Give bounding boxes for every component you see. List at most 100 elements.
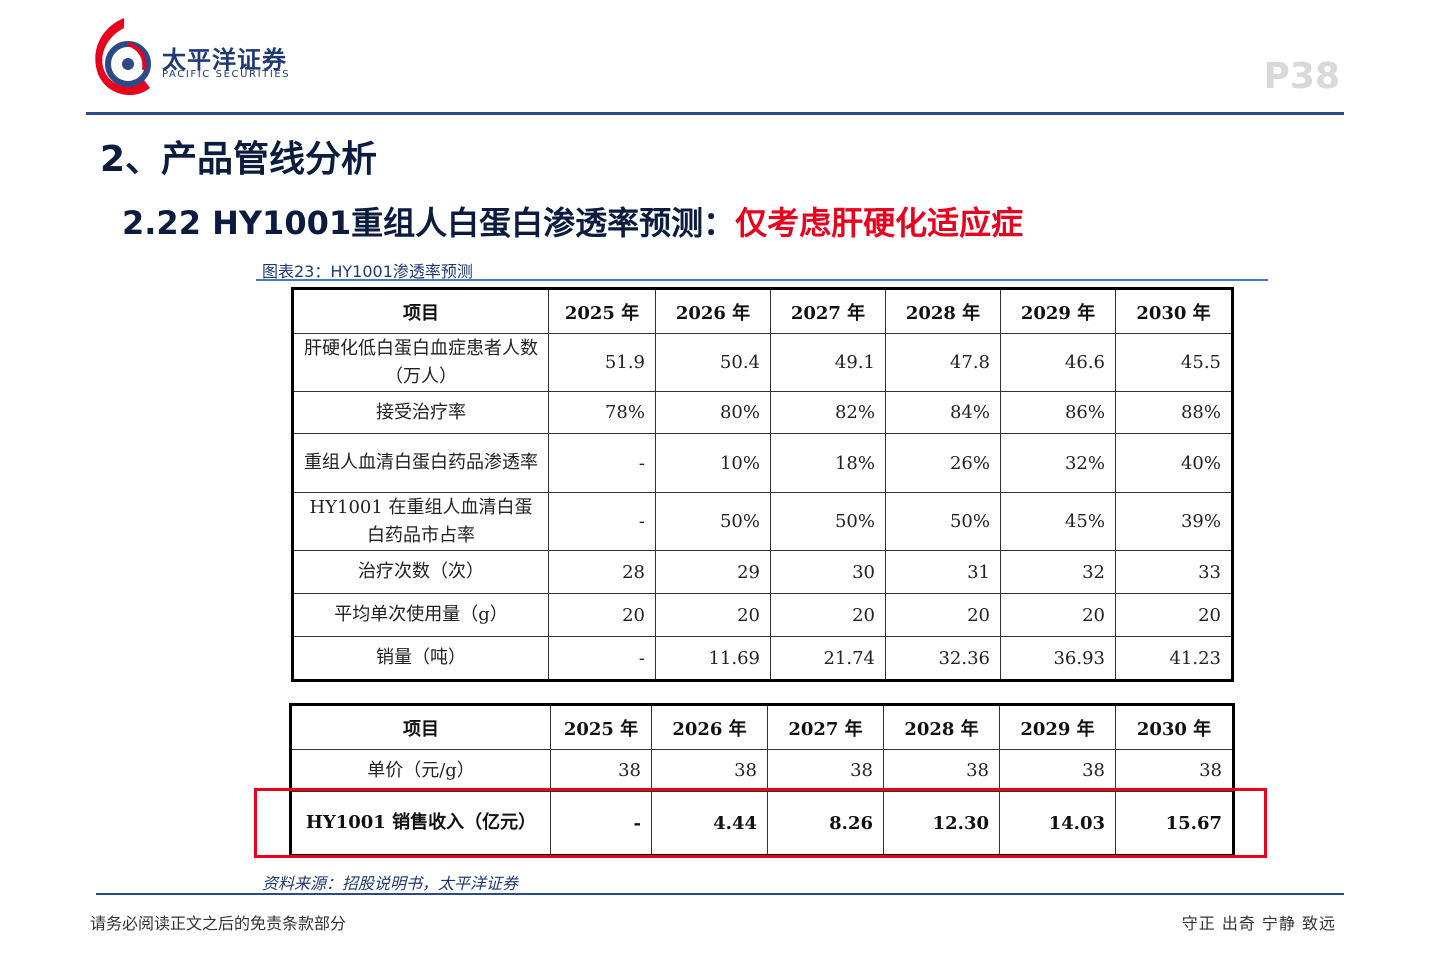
value-cell: 21.74 (770, 636, 886, 681)
table-row: 销量（吨） - 11.69 21.74 32.36 36.93 41.23 (292, 636, 1233, 681)
table-row: HY1001 销售收入（亿元） - 4.44 8.26 12.30 14.03 … (290, 791, 1234, 856)
value-cell: 40% (1115, 433, 1233, 493)
section-title: 2、产品管线分析 (100, 139, 378, 180)
subtitle: 2.22 HY1001重组人白蛋白渗透率预测：仅考虑肝硬化适应症 (122, 198, 1023, 244)
pacific-securities-logo-icon (95, 18, 151, 96)
value-cell: 38 (1115, 749, 1234, 792)
value-cell: 82% (770, 391, 886, 434)
row-label: 接受治疗率 (292, 391, 549, 434)
value-cell: - (548, 433, 656, 493)
value-cell: 80% (655, 391, 771, 434)
subtitle-highlight: 仅考虑肝硬化适应症 (735, 204, 1024, 242)
value-cell: 50% (655, 492, 771, 551)
table-row: 重组人血清白蛋白药品渗透率 - 10% 18% 26% 32% 40% (292, 433, 1233, 493)
value-cell: - (548, 492, 656, 551)
value-cell: 30 (770, 550, 886, 594)
footer-divider (96, 893, 1344, 895)
value-cell: 10% (655, 433, 771, 493)
value-cell: 18% (770, 433, 886, 493)
header-divider (86, 112, 1344, 115)
row-label: 治疗次数（次） (292, 550, 549, 594)
value-cell: 86% (1000, 391, 1116, 434)
brand-name-cn: 太平洋证券 (162, 46, 287, 74)
value-cell: 12.30 (883, 791, 1000, 856)
table-row: 单价（元/g） 38 38 38 38 38 38 (290, 749, 1234, 792)
value-cell: 46.6 (1000, 333, 1116, 392)
header-cell: 2029 年 (1000, 288, 1116, 334)
row-label: HY1001 销售收入（亿元） (290, 791, 551, 856)
row-label: 平均单次使用量（g） (292, 593, 549, 637)
header-cell: 2030 年 (1115, 704, 1234, 750)
brand-name-en: PACIFIC SECURITIES (162, 69, 291, 80)
table-row: 平均单次使用量（g） 20 20 20 20 20 20 (292, 593, 1233, 637)
value-cell: 47.8 (885, 333, 1001, 392)
value-cell: 51.9 (548, 333, 656, 392)
header-cell: 2028 年 (885, 288, 1001, 334)
value-cell: 20 (548, 593, 656, 637)
penetration-forecast-table: 项目 2025 年 2026 年 2027 年 2028 年 2029 年 20… (291, 287, 1234, 682)
value-cell: 50% (885, 492, 1001, 551)
value-cell: 38 (767, 749, 884, 792)
value-cell: 11.69 (655, 636, 771, 681)
source-note: 资料来源：招股说明书，太平洋证券 (262, 874, 519, 893)
table-row: 接受治疗率 78% 80% 82% 84% 86% 88% (292, 391, 1233, 434)
footer-disclaimer: 请务必阅读正文之后的免责条款部分 (90, 914, 347, 933)
value-cell: 33 (1115, 550, 1233, 594)
table-row: HY1001 在重组人血清白蛋白药品市占率 - 50% 50% 50% 45% … (292, 492, 1233, 551)
value-cell: 29 (655, 550, 771, 594)
value-cell: 20 (655, 593, 771, 637)
value-cell: 14.03 (999, 791, 1116, 856)
header-cell: 2026 年 (655, 288, 771, 334)
value-cell: 26% (885, 433, 1001, 493)
row-label: 销量（吨） (292, 636, 549, 681)
value-cell: 38 (550, 749, 652, 792)
value-cell: 32 (1000, 550, 1116, 594)
revenue-forecast-table: 项目 2025 年 2026 年 2027 年 2028 年 2029 年 20… (289, 703, 1235, 857)
value-cell: 28 (548, 550, 656, 594)
footer-motto: 守正 出奇 宁静 致远 (1181, 914, 1336, 933)
value-cell: 32% (1000, 433, 1116, 493)
value-cell: 38 (651, 749, 768, 792)
value-cell: 45% (1000, 492, 1116, 551)
row-label: HY1001 在重组人血清白蛋白药品市占率 (292, 492, 549, 551)
header-cell: 项目 (292, 288, 549, 334)
value-cell: 78% (548, 391, 656, 434)
value-cell: 20 (1115, 593, 1233, 637)
value-cell: 32.36 (885, 636, 1001, 681)
table-header-row: 项目 2025 年 2026 年 2027 年 2028 年 2029 年 20… (292, 288, 1233, 334)
header-cell: 项目 (290, 704, 551, 750)
value-cell: 84% (885, 391, 1001, 434)
value-cell: 36.93 (1000, 636, 1116, 681)
value-cell: 38 (883, 749, 1000, 792)
page-number: P38 (1263, 56, 1340, 97)
row-label: 重组人血清白蛋白药品渗透率 (292, 433, 549, 493)
value-cell: 38 (999, 749, 1116, 792)
table-row: 肝硬化低白蛋白血症患者人数（万人） 51.9 50.4 49.1 47.8 46… (292, 333, 1233, 392)
value-cell: 41.23 (1115, 636, 1233, 681)
header-cell: 2030 年 (1115, 288, 1233, 334)
caption-divider (256, 279, 1268, 281)
table-header-row: 项目 2025 年 2026 年 2027 年 2028 年 2029 年 20… (290, 704, 1234, 750)
value-cell: 49.1 (770, 333, 886, 392)
row-label: 肝硬化低白蛋白血症患者人数（万人） (292, 333, 549, 392)
value-cell: 20 (1000, 593, 1116, 637)
value-cell: 88% (1115, 391, 1233, 434)
value-cell: 20 (770, 593, 886, 637)
header-cell: 2025 年 (550, 704, 652, 750)
value-cell: - (548, 636, 656, 681)
revenue-highlight-box (254, 788, 1267, 858)
value-cell: 31 (885, 550, 1001, 594)
figure-caption: 图表23：HY1001渗透率预测 (262, 262, 473, 281)
header-cell: 2028 年 (883, 704, 1000, 750)
subtitle-prefix: 2.22 HY1001重组人白蛋白渗透率预测： (122, 204, 736, 242)
value-cell: 50% (770, 492, 886, 551)
value-cell: 50.4 (655, 333, 771, 392)
value-cell: 20 (885, 593, 1001, 637)
header-cell: 2026 年 (651, 704, 768, 750)
header-cell: 2029 年 (999, 704, 1116, 750)
value-cell: 39% (1115, 492, 1233, 551)
header-cell: 2027 年 (767, 704, 884, 750)
table-row: 治疗次数（次） 28 29 30 31 32 33 (292, 550, 1233, 594)
header-cell: 2027 年 (770, 288, 886, 334)
row-label: 单价（元/g） (290, 749, 551, 792)
